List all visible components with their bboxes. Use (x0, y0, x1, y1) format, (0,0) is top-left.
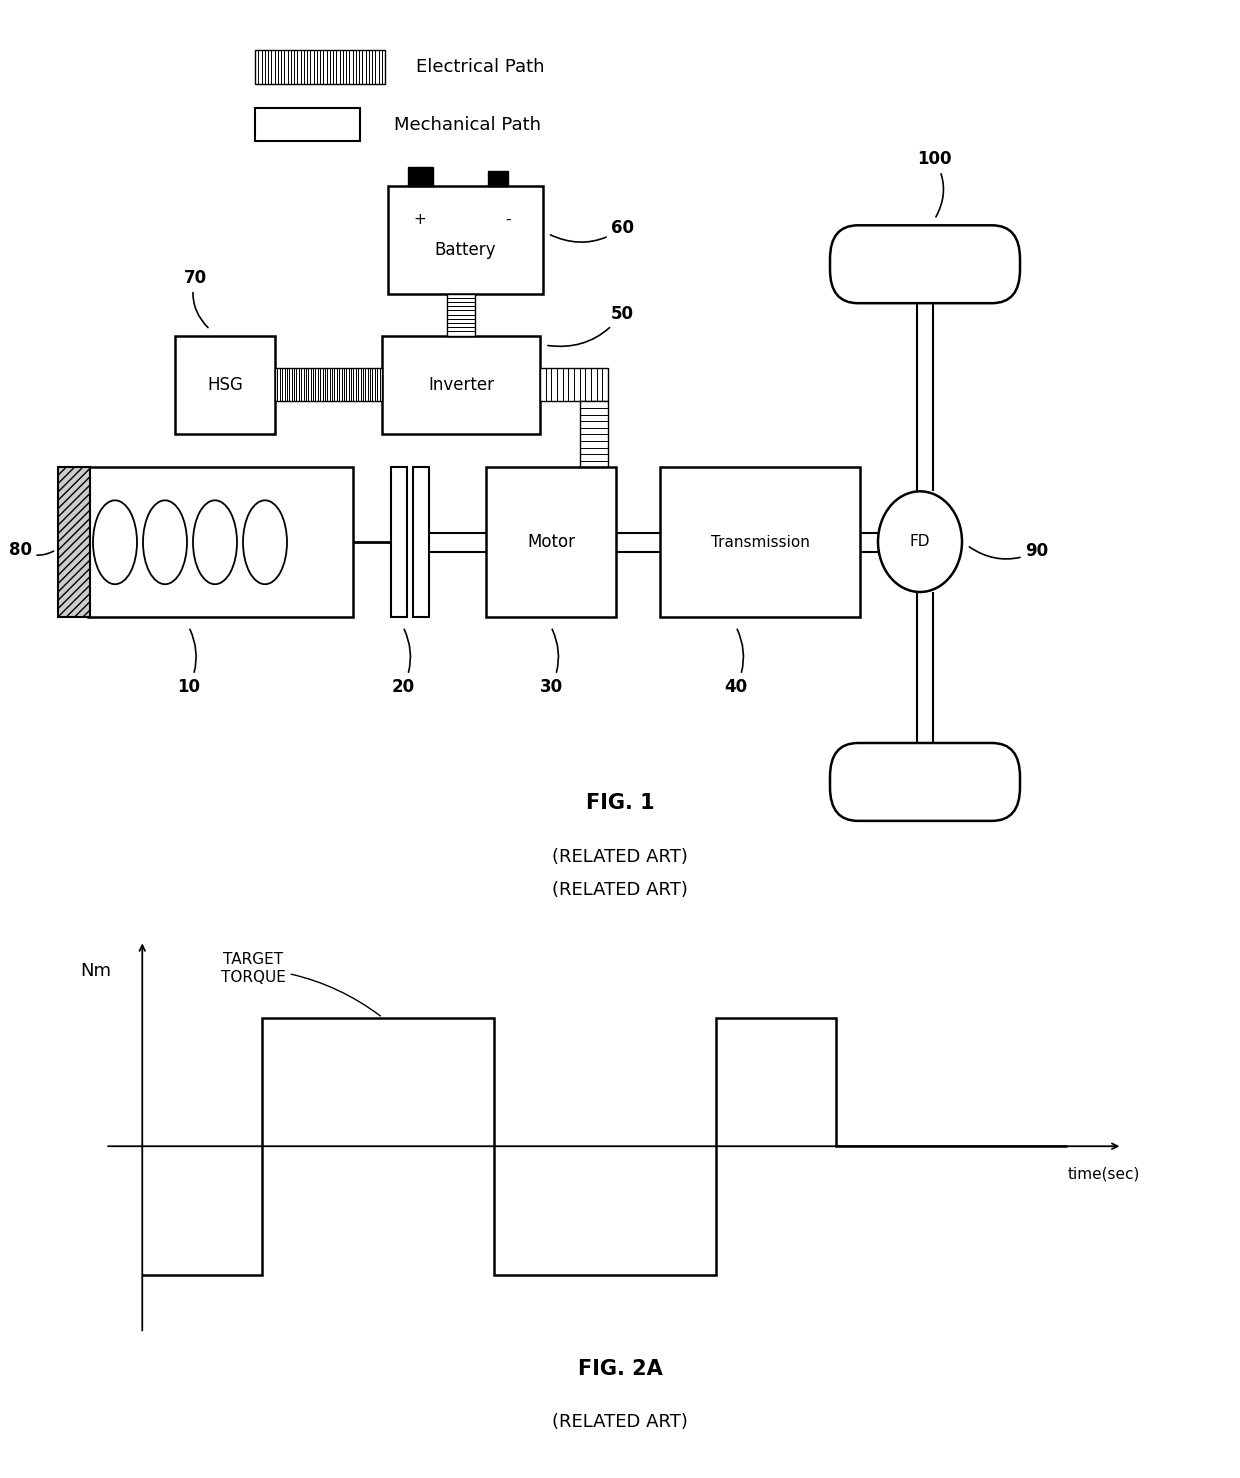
Text: FIG. 1: FIG. 1 (585, 792, 655, 813)
Text: 20: 20 (392, 630, 414, 696)
Bar (580, 402, 608, 467)
Text: 70: 70 (184, 269, 208, 328)
Bar (413, 467, 429, 618)
Text: Transmission: Transmission (711, 535, 810, 550)
Bar (382, 336, 539, 435)
Text: 100: 100 (918, 151, 952, 217)
Text: TARGET
TORQUE: TARGET TORQUE (221, 952, 381, 1015)
Text: (RELATED ART): (RELATED ART) (552, 881, 688, 899)
Ellipse shape (93, 501, 136, 584)
Text: 10: 10 (177, 630, 200, 696)
Text: time(sec): time(sec) (1068, 1166, 1140, 1182)
Circle shape (878, 491, 962, 593)
Text: Electrical Path: Electrical Path (415, 58, 544, 75)
Text: (RELATED ART): (RELATED ART) (552, 1413, 688, 1431)
Bar (255, 108, 360, 142)
Text: HSG: HSG (207, 375, 243, 393)
Bar (539, 368, 608, 402)
Text: 30: 30 (539, 630, 563, 696)
Bar (486, 467, 616, 618)
Bar (408, 167, 433, 186)
Ellipse shape (243, 501, 286, 584)
Text: 80: 80 (9, 541, 53, 559)
Bar (489, 171, 508, 186)
Bar (175, 336, 275, 435)
FancyBboxPatch shape (830, 225, 1021, 303)
Bar (391, 467, 407, 618)
Text: Motor: Motor (527, 534, 575, 551)
Bar (58, 467, 91, 618)
Bar (388, 186, 543, 294)
Text: 50: 50 (548, 304, 634, 346)
Text: 90: 90 (970, 542, 1049, 560)
Ellipse shape (193, 501, 237, 584)
Bar (660, 467, 861, 618)
Text: +: + (414, 211, 427, 226)
Bar (275, 368, 382, 402)
Text: Battery: Battery (435, 241, 496, 260)
Text: FIG. 2A: FIG. 2A (578, 1358, 662, 1379)
Text: FD: FD (910, 534, 930, 550)
Bar (446, 294, 475, 336)
Text: Nm: Nm (81, 962, 112, 980)
Text: 60: 60 (551, 219, 635, 242)
Bar (88, 467, 353, 618)
Text: -: - (505, 211, 511, 226)
Text: 40: 40 (724, 630, 748, 696)
Ellipse shape (143, 501, 187, 584)
Bar (255, 50, 384, 84)
Text: Mechanical Path: Mechanical Path (394, 115, 542, 133)
Text: (RELATED ART): (RELATED ART) (552, 848, 688, 866)
FancyBboxPatch shape (830, 743, 1021, 820)
Text: Inverter: Inverter (428, 375, 494, 393)
